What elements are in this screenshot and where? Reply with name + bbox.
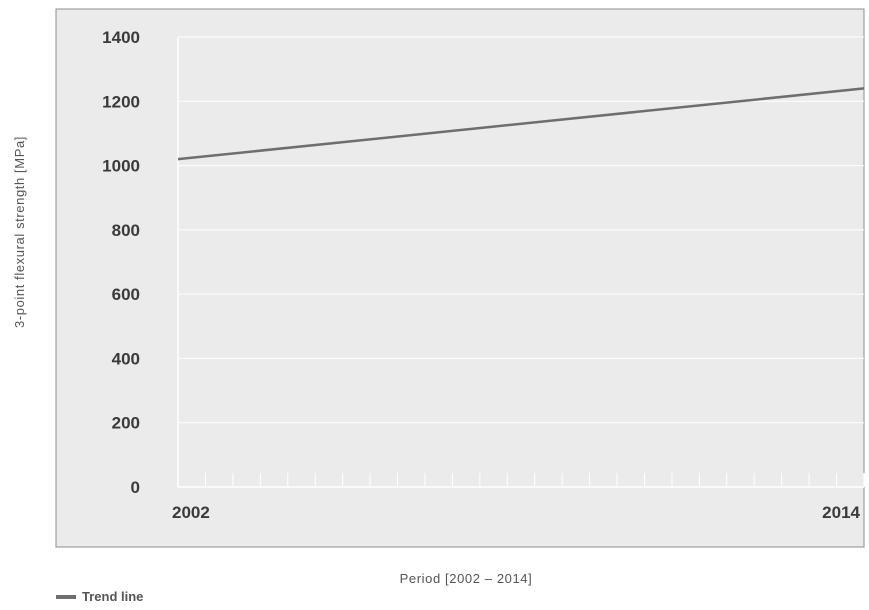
- x-tick-labels: 2002 2014: [172, 503, 861, 522]
- y-tick-label-0: 0: [131, 478, 140, 497]
- y-tick-label-1000: 1000: [102, 157, 140, 176]
- y-tick-label-800: 800: [112, 221, 140, 240]
- y-tick-labels: 0 200 400 600 800 1000 1200 1400: [102, 28, 140, 497]
- legend: Trend line: [56, 589, 143, 604]
- y-axis-title: 3-point flexural strength [MPa]: [12, 136, 27, 328]
- legend-label-trend-line: Trend line: [82, 589, 144, 604]
- plot-area: [55, 8, 865, 548]
- legend-swatch-trend-line: [56, 594, 76, 599]
- series-group: [177, 87, 865, 161]
- gridlines: [178, 36, 864, 424]
- y-tick-label-1200: 1200: [102, 92, 140, 111]
- x-tick-label-start: 2002: [172, 503, 210, 522]
- series-line-trend-line: [177, 87, 865, 161]
- y-tick-label-1400: 1400: [102, 28, 140, 47]
- axes: [177, 37, 865, 488]
- x-axis-title: Period [2002 – 2014]: [400, 571, 533, 586]
- y-tick-label-400: 400: [112, 349, 140, 368]
- y-tick-label-200: 200: [112, 414, 140, 433]
- x-tick-label-end: 2014: [822, 503, 860, 522]
- y-tick-label-600: 600: [112, 285, 140, 304]
